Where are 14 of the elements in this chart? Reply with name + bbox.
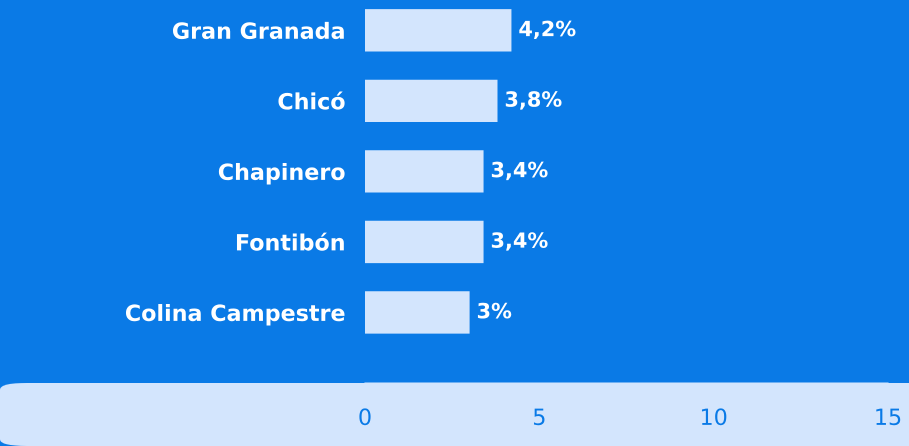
data-label: 3,4% <box>492 162 548 180</box>
y-tick-label: Gran Granada <box>173 22 344 40</box>
x-tick-label: 15 <box>876 408 900 426</box>
y-tick-label: Chicó <box>278 92 345 110</box>
data-label: 3,8% <box>506 91 562 110</box>
data-label: 3% <box>478 302 512 319</box>
data-label: 3,4% <box>492 232 548 251</box>
data-label: 4,2% <box>519 20 576 40</box>
x-tick-label: 5 <box>534 408 544 426</box>
y-tick-label: Chapinero <box>218 162 345 184</box>
y-tick-label: Colina Campestre <box>126 304 344 326</box>
x-tick-label: 10 <box>702 408 726 426</box>
y-tick-label: Fontibón <box>236 232 344 251</box>
x-tick-label: 0 <box>359 408 371 426</box>
